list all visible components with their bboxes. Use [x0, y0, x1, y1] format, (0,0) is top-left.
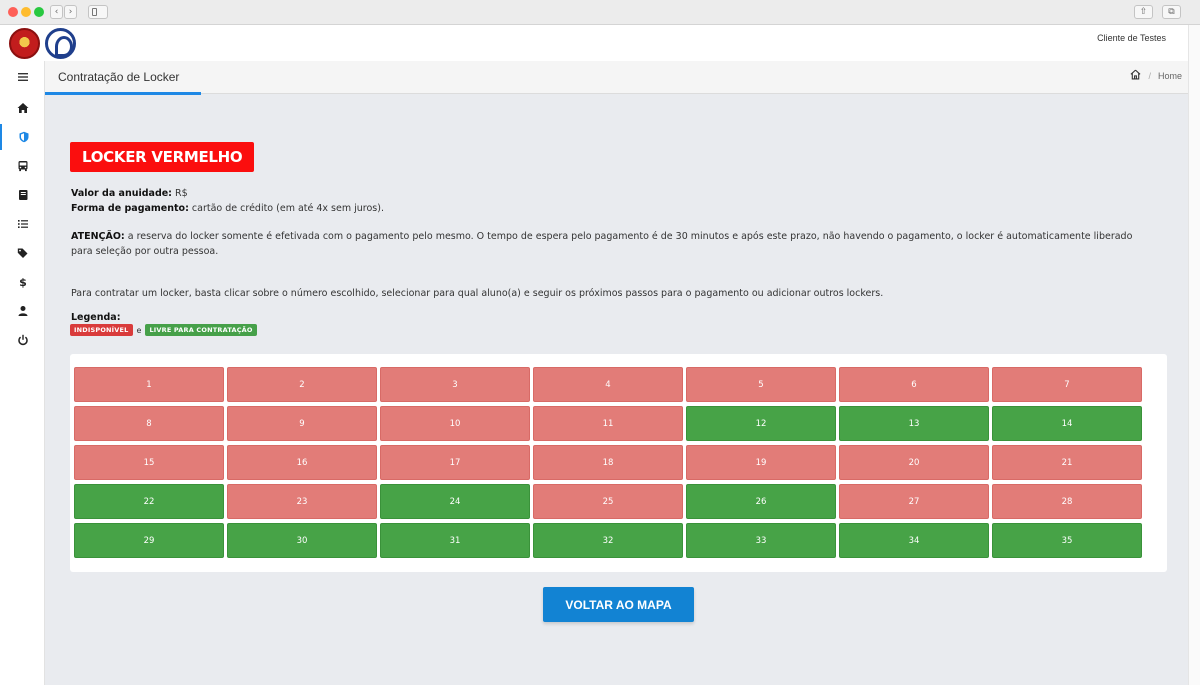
attention-label: ATENÇÃO: [71, 231, 125, 242]
breadcrumb-home-link[interactable]: Home [1157, 70, 1182, 81]
legend-unavailable-badge: INDISPONÍVEL [70, 324, 133, 336]
home-icon[interactable] [0, 95, 45, 121]
breadcrumb-separator: / [1148, 70, 1151, 81]
locker-6-button[interactable]: 6 [839, 367, 989, 402]
menu-icon[interactable] [0, 64, 45, 90]
locker-11-button[interactable]: 11 [533, 406, 683, 441]
chevron-left-icon[interactable]: ‹ [50, 5, 63, 19]
locker-title-badge: LOCKER VERMELHO [70, 142, 255, 172]
locker-20-button[interactable]: 20 [839, 445, 989, 480]
dollar-icon[interactable]: $ [0, 269, 45, 295]
payment-method-line: Forma de pagamento: cartão de crédito (e… [71, 201, 384, 216]
bus-icon[interactable] [0, 153, 45, 179]
locker-1-button[interactable]: 1 [74, 367, 224, 402]
user-icon[interactable] [0, 298, 45, 324]
tags-icon[interactable] [0, 240, 45, 266]
legend-available-badge: LIVRE PARA CONTRATAÇÃO [145, 324, 257, 336]
locker-13-button[interactable]: 13 [839, 406, 989, 441]
chevron-right-icon[interactable]: › [64, 5, 77, 19]
browser-toolbar: ‹ › ⇧ ⧉ [0, 0, 1200, 25]
brand-logo [45, 28, 76, 59]
locker-32-button[interactable]: 32 [533, 523, 683, 558]
locker-28-button[interactable]: 28 [992, 484, 1142, 519]
locker-34-button[interactable]: 34 [839, 523, 989, 558]
locker-17-button[interactable]: 17 [380, 445, 530, 480]
locker-grid-card: 1 2 3 4 5 6 7 8 9 10 11 12 13 14 15 16 17 18 19 20 21 22 23 24 2… [70, 354, 1167, 572]
locker-33-button[interactable]: 33 [686, 523, 836, 558]
locker-14-button[interactable]: 14 [992, 406, 1142, 441]
main-content: LOCKER VERMELHO Valor da anuidade: R$ Fo… [45, 95, 1188, 685]
locker-12-button[interactable]: 12 [686, 406, 836, 441]
locker-19-button[interactable]: 19 [686, 445, 836, 480]
sidebar-toggle-icon[interactable] [88, 5, 108, 19]
locker-15-button[interactable]: 15 [74, 445, 224, 480]
locker-3-button[interactable]: 3 [380, 367, 530, 402]
close-window-button[interactable] [8, 7, 18, 17]
home-icon[interactable] [1130, 69, 1141, 82]
payment-method-label: Forma de pagamento: [71, 203, 189, 214]
svg-text:$: $ [19, 276, 27, 288]
locker-31-button[interactable]: 31 [380, 523, 530, 558]
locker-8-button[interactable]: 8 [74, 406, 224, 441]
app-header: Cliente de Testes [0, 25, 1188, 61]
locker-10-button[interactable]: 10 [380, 406, 530, 441]
locker-35-button[interactable]: 35 [992, 523, 1142, 558]
instructions-text: Para contratar um locker, basta clicar s… [71, 288, 884, 299]
locker-2-button[interactable]: 2 [227, 367, 377, 402]
client-name[interactable]: Cliente de Testes [1097, 33, 1166, 43]
locker-7-button[interactable]: 7 [992, 367, 1142, 402]
page-title: Contratação de Locker [58, 70, 180, 84]
attention-notice: ATENÇÃO: a reserva do locker somente é e… [71, 229, 1151, 259]
breadcrumb: / Home [1130, 69, 1182, 82]
zoom-window-button[interactable] [34, 7, 44, 17]
locker-30-button[interactable]: 30 [227, 523, 377, 558]
annual-fee-value: R$ [175, 188, 188, 199]
locker-grid: 1 2 3 4 5 6 7 8 9 10 11 12 13 14 15 16 17 18 19 20 21 22 23 24 2… [74, 367, 1142, 558]
school-crest-logo [9, 28, 40, 59]
locker-4-button[interactable]: 4 [533, 367, 683, 402]
share-icon[interactable]: ⇧ [1134, 5, 1153, 19]
legend-and-text: e [136, 325, 142, 335]
annual-fee-line: Valor da anuidade: R$ [71, 186, 188, 201]
side-nav: $ [0, 61, 45, 685]
list-icon[interactable] [0, 211, 45, 237]
locker-9-button[interactable]: 9 [227, 406, 377, 441]
locker-23-button[interactable]: 23 [227, 484, 377, 519]
legend: INDISPONÍVEL e LIVRE PARA CONTRATAÇÃO [70, 324, 257, 336]
locker-27-button[interactable]: 27 [839, 484, 989, 519]
locker-21-button[interactable]: 21 [992, 445, 1142, 480]
scrollbar[interactable] [1188, 25, 1200, 685]
back-to-map-button[interactable]: VOLTAR AO MAPA [543, 587, 694, 622]
book-icon[interactable] [0, 182, 45, 208]
shield-icon[interactable] [0, 124, 45, 150]
active-tab-indicator [45, 92, 201, 95]
tabs-icon[interactable]: ⧉ [1162, 5, 1181, 19]
locker-24-button[interactable]: 24 [380, 484, 530, 519]
minimize-window-button[interactable] [21, 7, 31, 17]
locker-16-button[interactable]: 16 [227, 445, 377, 480]
locker-26-button[interactable]: 26 [686, 484, 836, 519]
annual-fee-label: Valor da anuidade: [71, 188, 172, 199]
locker-18-button[interactable]: 18 [533, 445, 683, 480]
locker-22-button[interactable]: 22 [74, 484, 224, 519]
legend-label: Legenda: [71, 312, 121, 323]
locker-25-button[interactable]: 25 [533, 484, 683, 519]
page-titlebar: Contratação de Locker / Home [45, 61, 1188, 95]
locker-5-button[interactable]: 5 [686, 367, 836, 402]
payment-method-value: cartão de crédito (em até 4x sem juros). [191, 203, 384, 214]
locker-29-button[interactable]: 29 [74, 523, 224, 558]
power-icon[interactable] [0, 327, 45, 353]
attention-text: a reserva do locker somente é efetivada … [71, 231, 1133, 257]
